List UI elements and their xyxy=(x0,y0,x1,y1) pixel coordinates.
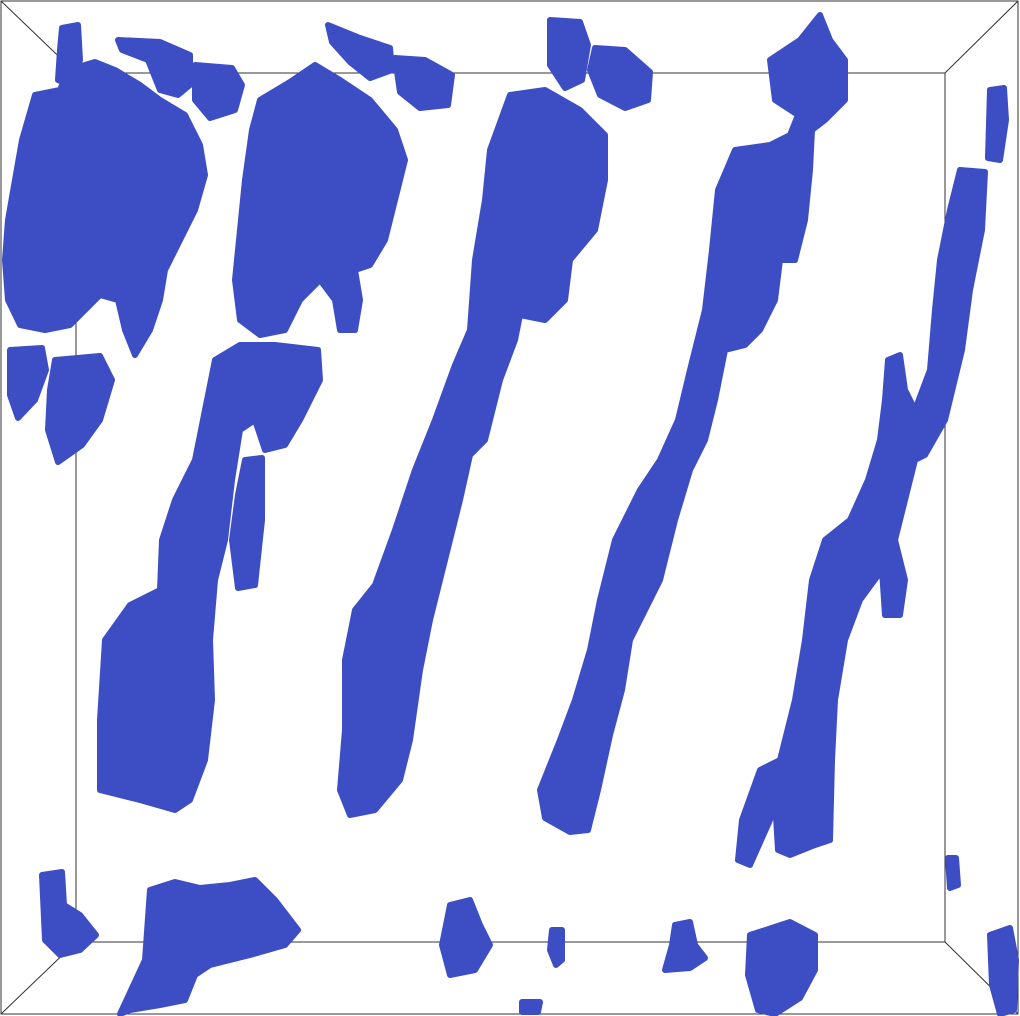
blob-top-left-cluster xyxy=(2,59,208,358)
blob-upper-cluster-2 xyxy=(232,62,408,338)
blob-streak-2 xyxy=(337,87,608,818)
blob-layer xyxy=(2,12,1019,1016)
blob-top-left-small-a xyxy=(55,22,83,88)
blob-top-strip-c xyxy=(325,22,395,81)
box-inner-edge xyxy=(75,72,946,943)
blob-streak-1-side xyxy=(229,455,265,591)
blob-top-strip-b xyxy=(192,62,245,121)
blob-bottom-right-corner xyxy=(987,925,1019,1016)
blob-bottom-center-b xyxy=(662,919,708,973)
blob-right-edge-sliver xyxy=(985,85,1009,163)
blob-bottom-center-c xyxy=(745,919,818,1016)
blob-top-strip-a xyxy=(115,37,193,98)
blob-bottom-left-b xyxy=(117,877,301,1016)
blob-left-small-b xyxy=(7,345,49,421)
blob-top-strip-d xyxy=(392,55,455,111)
blob-bottom-right-sliver xyxy=(945,855,961,891)
blob-bottom-left-a xyxy=(39,869,99,958)
blob-bottom-center-tiny xyxy=(547,927,565,968)
blob-streak-1 xyxy=(97,342,323,813)
blob-streak-4 xyxy=(735,167,988,868)
blob-bottom-tiny-b xyxy=(519,999,543,1015)
blob-top-strip-e xyxy=(547,17,591,91)
blob-streak-3 xyxy=(537,12,848,835)
blob-top-strip-f xyxy=(587,45,653,111)
blob-left-small-c xyxy=(45,353,115,465)
box-corner-edge-tr xyxy=(944,0,1019,74)
blob-bottom-center-a xyxy=(439,897,493,978)
